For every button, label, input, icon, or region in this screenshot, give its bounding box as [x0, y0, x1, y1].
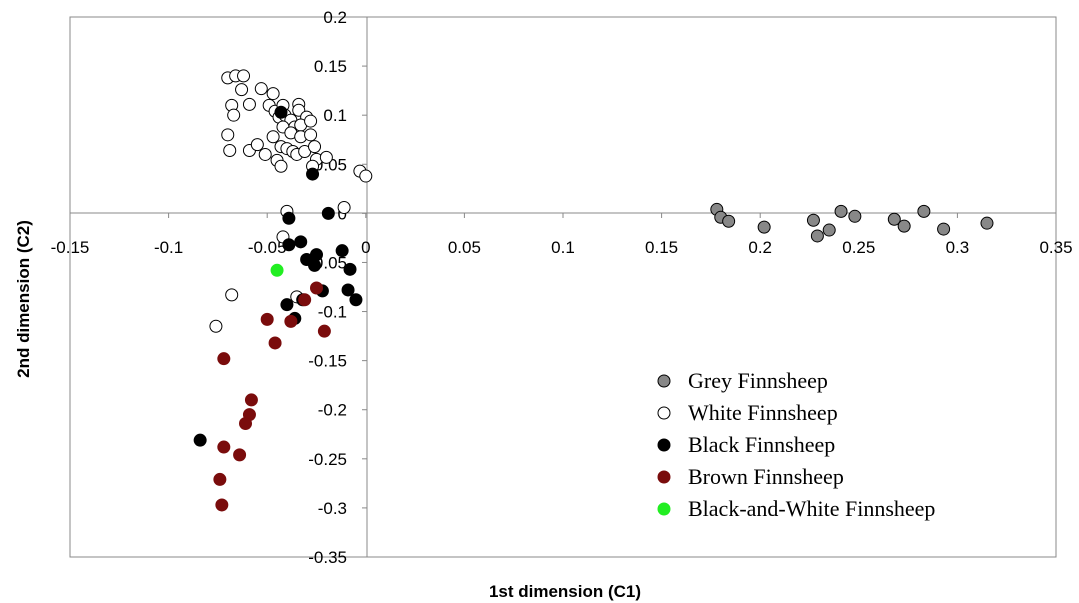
- point-grey-finnsheep: [980, 216, 994, 230]
- x-tick-label: -0.15: [51, 238, 90, 257]
- plot-frame: [69, 16, 1057, 558]
- point-grey-finnsheep: [822, 223, 836, 237]
- point-brown-finnsheep: [260, 312, 274, 326]
- point-brown-finnsheep: [268, 336, 282, 350]
- point-black-finnsheep: [321, 206, 335, 220]
- plot-border: [69, 16, 1057, 558]
- y-tick-label: -0.3: [318, 499, 347, 518]
- legend-marker: [657, 438, 671, 452]
- point-white-finnsheep: [319, 150, 333, 164]
- point-grey-finnsheep: [806, 213, 820, 227]
- point-brown-finnsheep: [244, 393, 258, 407]
- point-white-finnsheep: [359, 169, 373, 183]
- x-tick-label: 0.2: [748, 238, 772, 257]
- point-brown-finnsheep: [233, 448, 247, 462]
- y-tick-label: -0.25: [308, 450, 347, 469]
- x-tick-label: -0.1: [154, 238, 183, 257]
- y-tick-label: 0.15: [314, 57, 347, 76]
- point-brown-finnsheep: [284, 314, 298, 328]
- point-brown-finnsheep: [317, 324, 331, 338]
- y-tick-label: -0.35: [308, 548, 347, 567]
- point-white-finnsheep: [237, 69, 251, 83]
- point-brown-finnsheep: [213, 472, 227, 486]
- legend: Grey Finnsheep White Finnsheep Black Finns…: [657, 368, 935, 521]
- legend-marker: [657, 374, 671, 388]
- point-black-finnsheep: [280, 298, 294, 312]
- point-grey-finnsheep: [848, 209, 862, 223]
- point-black-finnsheep: [308, 258, 322, 272]
- point-brown-finnsheep: [310, 281, 323, 295]
- point-brown-finnsheep: [298, 293, 312, 307]
- point-black-and-white-finnsheep: [270, 263, 284, 277]
- point-grey-finnsheep: [887, 212, 901, 226]
- x-tick-label: 0.3: [946, 238, 970, 257]
- point-white-finnsheep: [274, 159, 288, 173]
- point-white-finnsheep: [223, 144, 237, 158]
- x-axis-title: 1st dimension (C1): [489, 582, 641, 601]
- y-tick-label: -0.15: [308, 352, 347, 371]
- point-white-finnsheep: [304, 128, 318, 142]
- point-white-finnsheep: [225, 288, 239, 302]
- y-tick-label: 0: [338, 204, 347, 223]
- y-tick-label: 0.1: [323, 106, 347, 125]
- legend-marker: [657, 502, 671, 516]
- point-black-finnsheep: [335, 244, 349, 258]
- point-grey-finnsheep: [917, 204, 931, 218]
- point-white-finnsheep: [258, 147, 272, 161]
- point-white-finnsheep: [221, 128, 235, 142]
- point-black-finnsheep: [282, 238, 296, 252]
- point-brown-finnsheep: [215, 498, 229, 512]
- x-tick-label: 0.15: [645, 238, 678, 257]
- point-brown-finnsheep: [239, 416, 253, 430]
- legend-label: Black Finnsheep: [688, 432, 835, 457]
- point-black-finnsheep: [341, 283, 355, 297]
- legend-marker: [657, 470, 671, 484]
- point-grey-finnsheep: [834, 204, 848, 218]
- x-tick-label: 0.25: [842, 238, 875, 257]
- x-tick-labels: -0.15 -0.1 -0.05 0 0.05 0.1 0.15 0.2 0.25 0.3 0.35: [51, 213, 1073, 257]
- point-black-finnsheep: [306, 167, 320, 181]
- point-grey-finnsheep: [757, 220, 771, 234]
- point-black-finnsheep: [193, 433, 207, 447]
- point-white-finnsheep: [266, 130, 280, 144]
- y-tick-label: -0.1: [318, 303, 347, 322]
- x-tick-label: 0.05: [448, 238, 481, 257]
- point-black-finnsheep: [274, 105, 288, 119]
- point-grey-finnsheep: [937, 222, 951, 236]
- point-white-finnsheep: [209, 319, 223, 333]
- point-white-finnsheep: [235, 83, 249, 97]
- point-black-finnsheep: [349, 293, 363, 307]
- point-black-finnsheep: [294, 235, 308, 249]
- point-white-finnsheep: [227, 108, 241, 122]
- point-black-finnsheep: [282, 211, 296, 225]
- point-white-finnsheep: [308, 140, 322, 154]
- x-tick-label: 0: [361, 238, 370, 257]
- data-points: [193, 69, 994, 512]
- legend-label: Brown Finnsheep: [688, 464, 844, 489]
- x-tick-label: -0.05: [248, 238, 287, 257]
- x-tick-label: 0.1: [551, 238, 575, 257]
- legend-label: White Finnsheep: [688, 400, 838, 425]
- point-white-finnsheep: [337, 200, 351, 214]
- point-grey-finnsheep: [897, 219, 911, 233]
- point-white-finnsheep: [254, 82, 268, 96]
- point-white-finnsheep: [266, 87, 280, 101]
- point-brown-finnsheep: [217, 440, 231, 454]
- point-grey-finnsheep: [722, 214, 736, 228]
- point-grey-finnsheep: [810, 229, 824, 243]
- legend-marker: [657, 406, 671, 420]
- legend-label: Grey Finnsheep: [688, 368, 828, 393]
- point-brown-finnsheep: [217, 352, 231, 366]
- y-tick-label: -0.2: [318, 401, 347, 420]
- point-white-finnsheep: [304, 114, 318, 128]
- x-tick-label: 0.35: [1039, 238, 1072, 257]
- y-axis-title: 2nd dimension (C2): [14, 220, 33, 378]
- point-white-finnsheep: [242, 97, 256, 111]
- point-black-finnsheep: [343, 262, 357, 276]
- y-tick-label: 0.2: [323, 8, 347, 27]
- point-white-finnsheep: [250, 138, 264, 152]
- legend-label: Black-and-White Finnsheep: [688, 496, 935, 521]
